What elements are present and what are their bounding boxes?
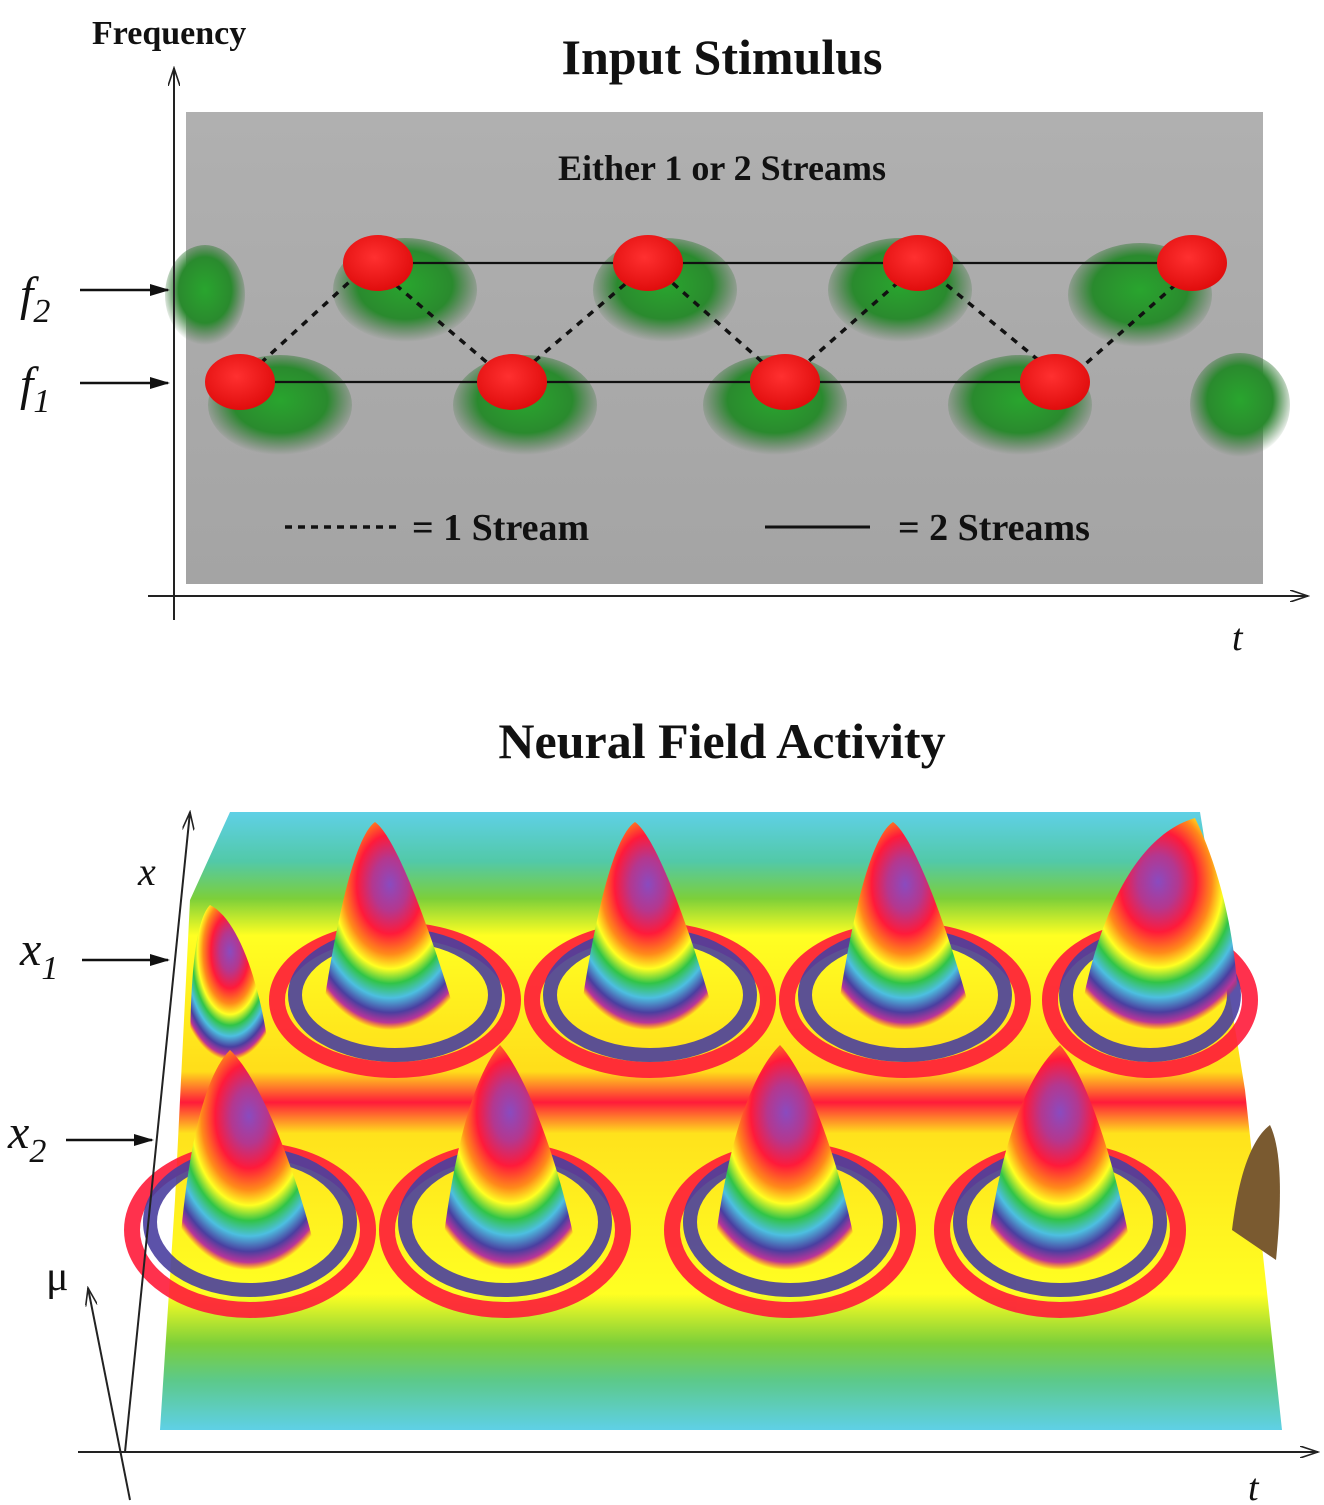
peak — [320, 822, 460, 1030]
stimulus-background — [186, 112, 1263, 584]
peak — [835, 822, 975, 1030]
tone-f2 — [883, 235, 953, 291]
peaks-x2 — [178, 1045, 1280, 1270]
frequency-axis-label: Frequency — [92, 15, 246, 52]
neural-field-title: Neural Field Activity — [498, 713, 945, 769]
peak — [1078, 818, 1239, 1030]
x-axis-label: x — [137, 849, 156, 894]
tone-shadow — [165, 245, 245, 345]
tone-f2 — [1157, 235, 1227, 291]
x2-label: x2 — [7, 1106, 46, 1170]
tone-f2 — [613, 235, 683, 291]
f1-label: f1 — [20, 358, 50, 420]
peak — [985, 1045, 1135, 1270]
peak-partial — [190, 905, 270, 1060]
neural-field-panel: Neural Field Activity — [7, 713, 1318, 1505]
tone-f1 — [205, 354, 275, 410]
stimulus-legend: = 1 Stream = 2 Streams — [285, 507, 1090, 549]
activity-rings — [124, 922, 1258, 1318]
x-axis-oblique — [124, 812, 190, 1453]
input-stimulus-title: Input Stimulus — [562, 29, 883, 85]
x1-label: x1 — [19, 923, 58, 987]
tone-f1 — [750, 354, 820, 410]
peak — [440, 1045, 580, 1270]
time-axis-label-top: t — [1232, 617, 1244, 659]
mu-axis-label: μ — [46, 1254, 69, 1300]
tones — [205, 235, 1227, 410]
one-stream-path — [238, 260, 1202, 385]
tone-f1 — [477, 354, 547, 410]
f2-label: f2 — [20, 268, 50, 330]
legend-dashed-label: = 1 Stream — [412, 507, 589, 549]
tone-f1 — [1020, 354, 1090, 410]
mu-axis — [88, 1288, 131, 1501]
tone-f2 — [343, 235, 413, 291]
peak — [578, 822, 718, 1030]
peak — [178, 1050, 320, 1270]
stream-lines — [238, 260, 1202, 385]
input-stimulus-panel: Frequency Input Stimulus Either 1 or 2 S… — [20, 15, 1308, 659]
stimulus-subtitle: Either 1 or 2 Streams — [558, 148, 886, 188]
peak — [712, 1045, 860, 1270]
time-axis-label-bottom: t — [1248, 1467, 1260, 1505]
peak-partial — [1232, 1125, 1280, 1260]
tone-shadow — [1190, 353, 1290, 457]
peaks-x1 — [190, 818, 1239, 1060]
legend-solid-label: = 2 Streams — [898, 507, 1090, 549]
